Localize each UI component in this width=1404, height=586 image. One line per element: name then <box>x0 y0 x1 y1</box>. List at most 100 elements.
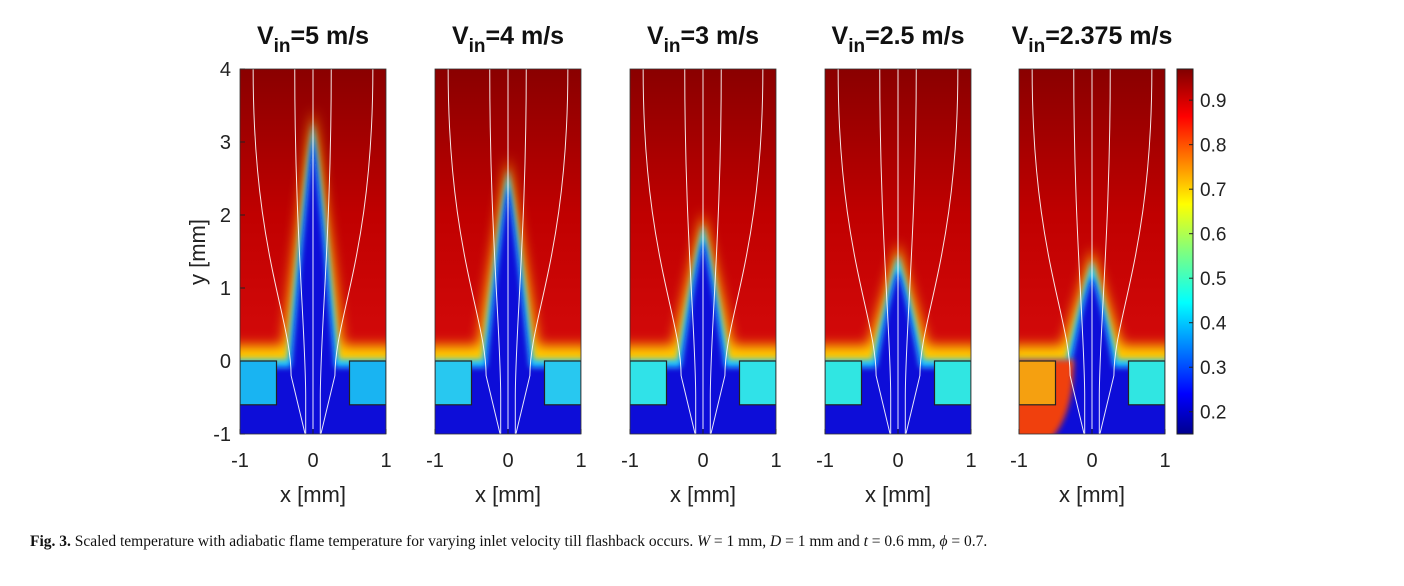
wall-block-left <box>1019 360 1057 406</box>
panel-3: Vin=3 m/s -1 0 1 x [mm] <box>621 22 781 507</box>
panel-4: Vin=2.5 m/s -1 0 1 x [mm] <box>816 22 976 507</box>
panels-group: Vin=5 m/s -1 0 1 x [mm] 4 3 2 1 0 -1 Vin=4 m/s -1 0 1 x… <box>213 22 1173 507</box>
panel-1: Vin=5 m/s -1 0 1 x [mm] 4 3 2 1 0 -1 <box>213 22 391 507</box>
y-axis-label: y [mm] <box>185 219 210 285</box>
colorbar-tick-label: 0.7 <box>1200 180 1226 201</box>
y-tick-label: 3 <box>220 132 231 154</box>
panel-frame <box>1018 68 1166 435</box>
x-tick-label: -1 <box>426 450 444 472</box>
panel-frame <box>434 68 582 435</box>
caption-label: Fig. 3. <box>30 533 71 550</box>
colorbar: 0.9 0.8 0.7 0.6 0.5 0.4 0.3 0.2 <box>1176 68 1227 435</box>
colorbar-tick-label: 0.8 <box>1200 136 1226 157</box>
streamline <box>489 69 502 434</box>
x-tick-label: 0 <box>1086 450 1097 472</box>
x-tick-label: -1 <box>816 450 834 472</box>
streamline <box>904 69 917 434</box>
heatmap <box>1019 69 1165 434</box>
streamline <box>252 69 306 434</box>
x-tick-label: 1 <box>575 450 586 472</box>
panel-title: Vin=4 m/s <box>452 22 564 57</box>
streamline <box>1073 69 1086 434</box>
streamline <box>1031 69 1085 434</box>
streamline <box>1099 69 1153 434</box>
wall-block-right <box>933 360 971 406</box>
caption-d-symbol: D <box>770 533 782 550</box>
caption-d-value: = 1 mm and <box>781 533 864 550</box>
heatmap <box>240 69 386 434</box>
panel-title: Vin=2.375 m/s <box>1012 22 1173 57</box>
x-tick-label: 0 <box>502 450 513 472</box>
x-tick-label: 1 <box>965 450 976 472</box>
y-tick-label: 0 <box>220 351 231 373</box>
y-tick-label: 1 <box>220 278 231 300</box>
streamline <box>319 69 332 434</box>
streamline <box>514 69 527 434</box>
streamline <box>905 69 959 434</box>
streamline <box>684 69 697 434</box>
x-tick-label: 1 <box>380 450 391 472</box>
x-tick-label: -1 <box>621 450 639 472</box>
caption-phi-symbol: ϕ <box>939 533 948 550</box>
caption-t-value: = 0.6 mm, <box>867 533 940 550</box>
streamline <box>447 69 501 434</box>
heatmap <box>435 69 581 434</box>
wall-block-left <box>825 360 863 406</box>
x-tick-label: -1 <box>231 450 249 472</box>
caption-t-symbol: t <box>863 533 868 550</box>
x-tick-label: 0 <box>697 450 708 472</box>
streamline <box>710 69 764 434</box>
figure-canvas: Vin=5 m/s -1 0 1 x [mm] 4 3 2 1 0 -1 Vin=4 m/s -1 0 1 x… <box>185 22 1227 507</box>
wall-block-left <box>630 360 668 406</box>
streamline <box>294 69 307 434</box>
streamline <box>837 69 891 434</box>
streamline <box>709 69 722 434</box>
streamline <box>320 69 374 434</box>
x-axis-label: x [mm] <box>865 482 931 507</box>
x-axis-label: x [mm] <box>475 482 541 507</box>
caption-text: Scaled temperature with adiabatic flame … <box>74 533 694 550</box>
x-axis-label: x [mm] <box>280 482 346 507</box>
x-axis-label: x [mm] <box>670 482 736 507</box>
streamline <box>515 69 569 434</box>
caption-w-value: = 1 mm, <box>710 533 771 550</box>
x-axis-label: x [mm] <box>1059 482 1125 507</box>
y-tick-label: -1 <box>213 424 231 446</box>
streamline <box>879 69 892 434</box>
x-tick-label: 1 <box>1159 450 1170 472</box>
x-tick-label: 0 <box>892 450 903 472</box>
wall-block-right <box>543 360 581 406</box>
colorbar-bar <box>1176 68 1194 435</box>
colorbar-tick-label: 0.3 <box>1200 358 1226 379</box>
x-tick-label: -1 <box>1010 450 1028 472</box>
heatmap <box>825 69 971 434</box>
panel-frame <box>239 68 387 435</box>
x-tick-label: 1 <box>770 450 781 472</box>
wall-block-right <box>1127 360 1165 406</box>
wall-block-right <box>348 360 386 406</box>
colorbar-tick-label: 0.6 <box>1200 225 1226 246</box>
panel-title: Vin=2.5 m/s <box>832 22 965 57</box>
colorbar-tick-label: 0.9 <box>1200 91 1226 112</box>
panel-title: Vin=5 m/s <box>257 22 369 57</box>
panel-frame <box>629 68 777 435</box>
wall-block-left <box>240 360 278 406</box>
colorbar-tick-label: 0.5 <box>1200 269 1226 290</box>
streamline <box>1098 69 1111 434</box>
panel-frame <box>824 68 972 435</box>
wall-block-left <box>435 360 473 406</box>
heatmap <box>630 69 776 434</box>
caption-w-symbol: W <box>697 533 711 550</box>
figure-caption: Fig. 3. Scaled temperature with adiabati… <box>30 533 1390 551</box>
panel-title: Vin=3 m/s <box>647 22 759 57</box>
y-tick-label: 4 <box>220 59 231 81</box>
colorbar-tick-label: 0.4 <box>1200 314 1227 335</box>
panel-5: Vin=2.375 m/s -1 0 1 x [mm] <box>1010 22 1173 507</box>
panel-2: Vin=4 m/s -1 0 1 x [mm] <box>426 22 586 507</box>
y-tick-label: 2 <box>220 205 231 227</box>
caption-phi-value: = 0.7. <box>947 533 988 550</box>
wall-block-right <box>738 360 776 406</box>
x-tick-label: 0 <box>307 450 318 472</box>
colorbar-tick-label: 0.2 <box>1200 403 1226 424</box>
streamline <box>642 69 696 434</box>
